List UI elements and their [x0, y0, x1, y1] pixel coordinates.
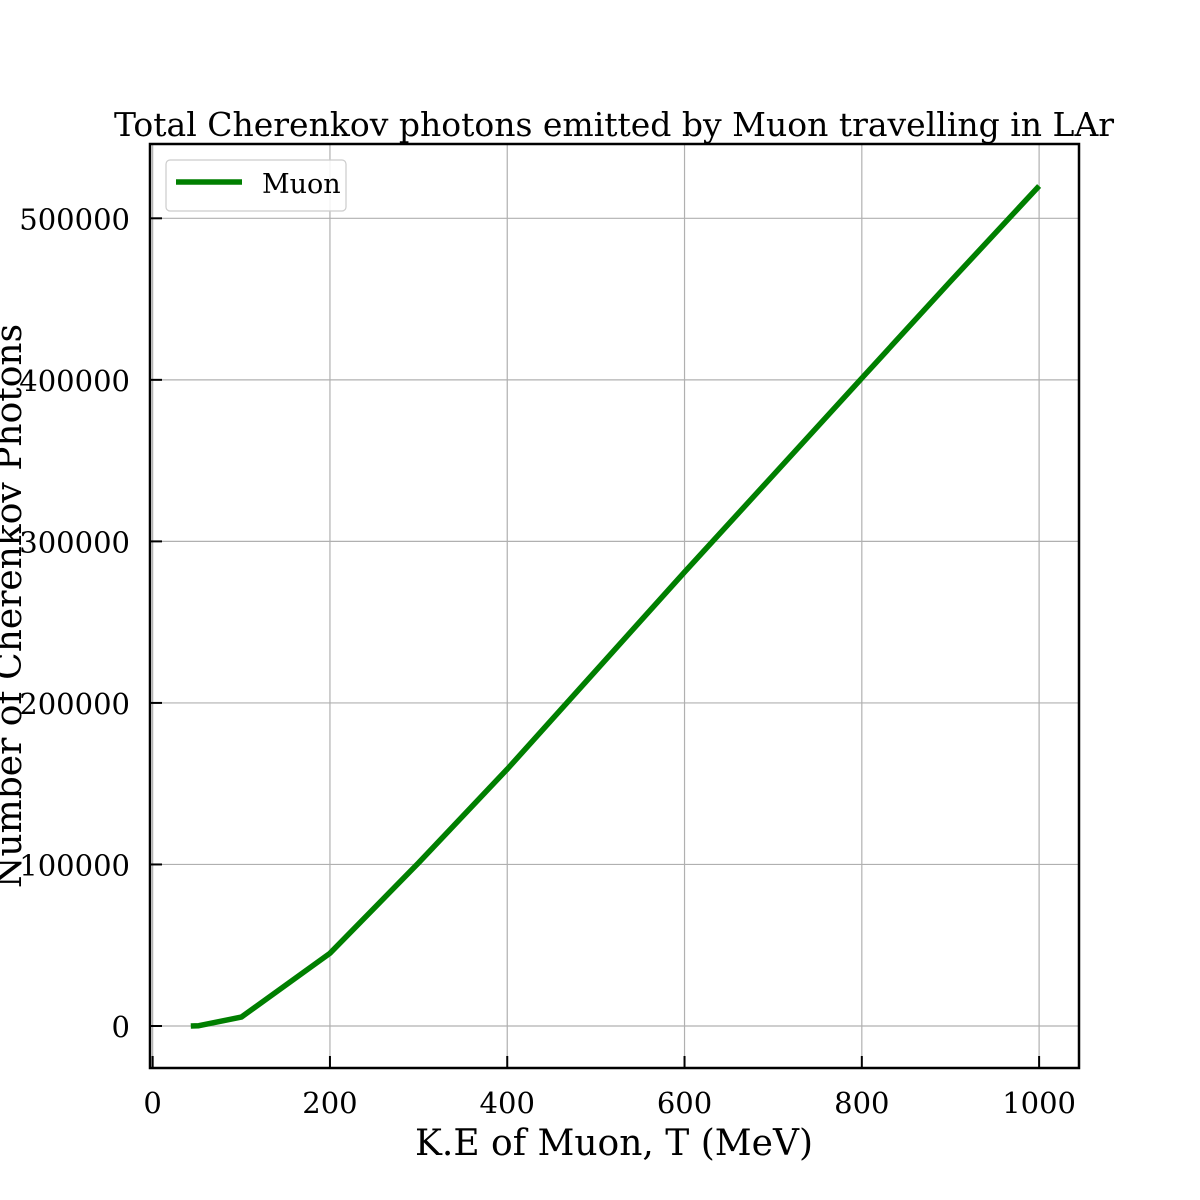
y-axis-label: Number of Cherenkov Photons [0, 324, 30, 888]
y-tick-label: 0 [112, 1010, 130, 1044]
plot-frame [148, 142, 1081, 1070]
x-tick-label: 800 [834, 1086, 889, 1120]
x-axis-label: K.E of Muon, T (MeV) [415, 1123, 813, 1164]
series-layer [190, 184, 1042, 1029]
y-tick-label: 100000 [19, 848, 130, 882]
series-line-muon [190, 184, 1042, 1029]
x-tick-label: 200 [302, 1086, 357, 1120]
legend-label-muon: Muon [262, 169, 341, 200]
grid [150, 144, 1079, 1068]
chart-title: Total Cherenkov photons emitted by Muon … [114, 105, 1114, 144]
ticks: 0 200 400 600 800 1000 0 100000 200000 300000 4000… [19, 202, 1076, 1120]
y-tick-label: 400000 [19, 364, 130, 398]
y-tick-label: 300000 [19, 525, 130, 559]
legend-box [165, 159, 347, 212]
y-tick-label: 200000 [19, 687, 130, 721]
y-tick-label: 500000 [19, 202, 130, 236]
x-tick-label: 400 [480, 1086, 535, 1120]
legend: Muon [165, 159, 347, 212]
x-tick-label: 600 [657, 1086, 712, 1120]
x-tick-label: 1000 [1002, 1086, 1076, 1120]
x-tick-label: 0 [143, 1086, 161, 1120]
